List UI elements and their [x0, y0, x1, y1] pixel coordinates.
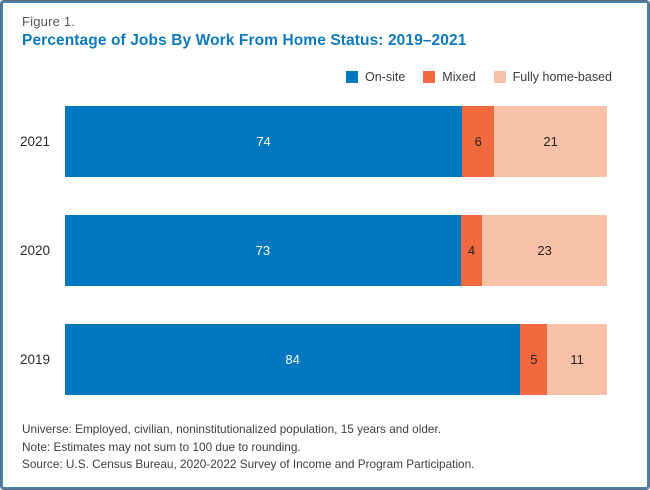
- value-label: 21: [543, 134, 558, 149]
- value-label: 23: [537, 243, 552, 258]
- source-note: Source: U.S. Census Bureau, 2020-2022 Su…: [22, 457, 475, 471]
- category-label: 2020: [19, 243, 51, 258]
- legend-item-on-site: On-site: [346, 70, 405, 84]
- segment-on-site: 74: [65, 106, 463, 177]
- category-label: 2019: [19, 352, 51, 367]
- segment-mixed: 6: [462, 106, 495, 177]
- segment-on-site: 73: [65, 215, 461, 286]
- value-label: 6: [474, 134, 482, 149]
- stacked-bar: 73 4 23: [65, 215, 607, 286]
- stacked-bar: 74 6 21: [65, 106, 607, 177]
- value-label: 74: [256, 134, 271, 149]
- legend-swatch-icon: [423, 71, 436, 83]
- chart-legend: On-site Mixed Fully home-based: [5, 70, 612, 84]
- footnotes: Universe: Employed, civilian, noninstitu…: [22, 421, 645, 474]
- segment-mixed: 5: [520, 324, 548, 395]
- stacked-bar-chart: 2021 74 6 21 2020 73 4 23 2019 84 5 11: [5, 106, 645, 395]
- rounding-note: Note: Estimates may not sum to 100 due t…: [22, 439, 301, 454]
- figure-header: Figure 1. Percentage of Jobs By Work Fro…: [22, 14, 645, 50]
- legend-item-fully-home-based: Fully home-based: [493, 70, 612, 84]
- category-label: 2021: [19, 134, 51, 149]
- segment-mixed: 4: [460, 215, 483, 286]
- segment-fully-home-based: 11: [547, 324, 607, 395]
- universe-note: Universe: Employed, civilian, noninstitu…: [22, 422, 442, 436]
- legend-item-mixed: Mixed: [423, 70, 476, 84]
- value-label: 73: [255, 243, 271, 258]
- segment-fully-home-based: 23: [482, 215, 607, 286]
- value-label: 4: [467, 243, 476, 258]
- legend-label: Fully home-based: [512, 70, 612, 84]
- segment-fully-home-based: 21: [494, 106, 607, 177]
- value-label: 11: [570, 352, 584, 367]
- figure-number: Figure 1.: [22, 14, 76, 29]
- legend-swatch-icon: [493, 71, 506, 83]
- value-label: 84: [285, 352, 300, 367]
- bar-row-2019: 2019 84 5 11: [5, 324, 645, 395]
- chart-title: Percentage of Jobs By Work From Home Sta…: [22, 32, 467, 49]
- figure-content: Figure 1. Percentage of Jobs By Work Fro…: [5, 5, 645, 485]
- bar-row-2021: 2021 74 6 21: [5, 106, 645, 177]
- segment-on-site: 84: [65, 324, 521, 395]
- legend-swatch-icon: [346, 71, 358, 83]
- stacked-bar: 84 5 11: [65, 324, 607, 395]
- legend-label: On-site: [365, 70, 406, 84]
- value-label: 5: [530, 352, 538, 367]
- legend-label: Mixed: [442, 70, 476, 84]
- bar-row-2020: 2020 73 4 23: [5, 215, 645, 286]
